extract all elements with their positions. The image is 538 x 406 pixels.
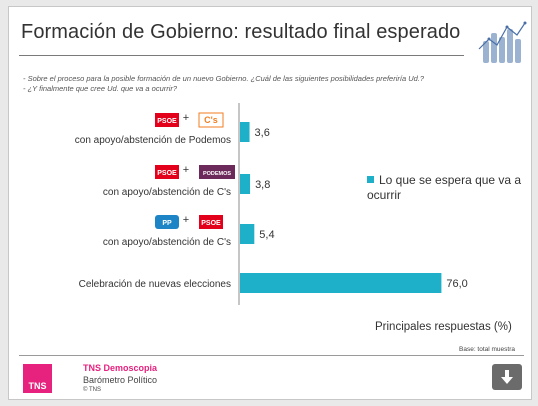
- party-logo-text: C's: [204, 115, 218, 125]
- party-logo-psoe: [199, 215, 223, 229]
- category-label: con apoyo/abstención de Podemos: [75, 135, 231, 146]
- party-logo-psoe: [155, 165, 179, 179]
- party-logo-text: PODEMOS: [203, 171, 231, 177]
- plus-sign: +: [183, 112, 189, 124]
- tns-logo: TNS: [23, 364, 52, 393]
- party-logo-text: PSOE: [157, 118, 177, 125]
- category-label: con apoyo/abstención de C's: [103, 237, 231, 248]
- survey-question-2: - ¿Y finalmente que cree Ud. que va a oc…: [23, 84, 178, 93]
- bar-value-label: 3,8: [255, 179, 270, 191]
- party-logo-text: PSOE: [201, 220, 221, 227]
- bar-value-label: 5,4: [259, 229, 274, 241]
- bar-chart: 3,6 con apoyo/abstención de Podemos PSOE C'…: [75, 103, 468, 305]
- party-logo-pp: [155, 215, 179, 229]
- bar: [240, 273, 442, 293]
- legend-label: Lo que se espera que va a ocurrir: [367, 173, 522, 202]
- title-divider: [19, 55, 464, 56]
- page-title: Formación de Gobierno: resultado final e…: [21, 21, 461, 43]
- party-logo-text: PP: [162, 220, 172, 227]
- product-name: Barómetro Político: [83, 375, 158, 385]
- footer-divider: [19, 355, 524, 356]
- party-logo-cs: [198, 112, 224, 128]
- bar-value-label: 76,0: [446, 278, 467, 290]
- party-logo-podemos: [199, 165, 235, 179]
- bar: [240, 122, 250, 142]
- plus-sign: +: [183, 214, 189, 226]
- plus-sign: +: [183, 164, 189, 176]
- bar: [240, 174, 251, 194]
- category-label: Celebración de nuevas elecciones: [79, 279, 231, 290]
- brand-name: TNS Demoscopia: [83, 363, 158, 373]
- chart-subtitle: Principales respuestas (%): [375, 321, 512, 333]
- download-arrow-icon: [501, 370, 513, 384]
- party-logo-psoe: [155, 113, 179, 127]
- party-logo-text: PSOE: [157, 170, 177, 177]
- legend-swatch: [367, 176, 374, 183]
- category-label: con apoyo/abstención de C's: [103, 187, 231, 198]
- base-note: Base: total muestra: [459, 346, 515, 353]
- bar: [240, 224, 255, 244]
- chart-legend: Lo que se espera que va a ocurrir: [367, 173, 522, 203]
- survey-question-1: - Sobre el proceso para la posible forma…: [23, 74, 425, 83]
- bar-value-label: 3,6: [255, 127, 270, 139]
- raised-hands-icon: [478, 21, 527, 63]
- download-button[interactable]: [492, 364, 522, 390]
- slide-frame: Formación de Gobierno: resultado final e…: [8, 6, 532, 400]
- copyright: © TNS: [83, 387, 101, 393]
